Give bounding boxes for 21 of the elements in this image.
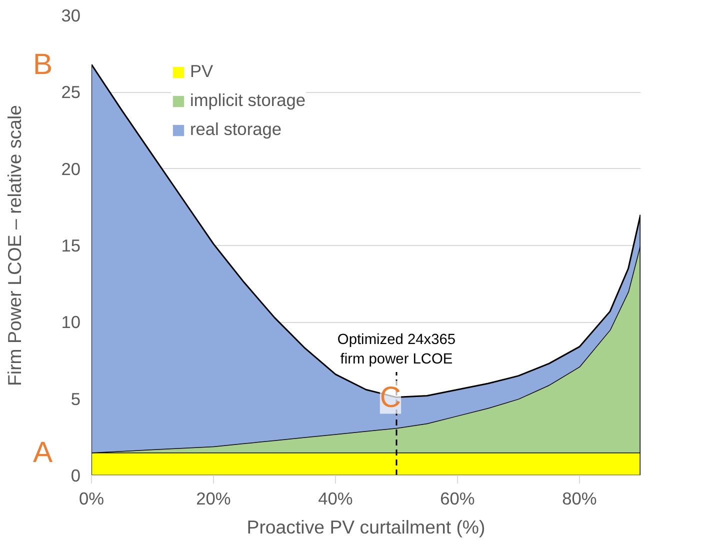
y-tick-label: 30 [61, 6, 81, 26]
legend-label: implicit storage [190, 90, 306, 111]
y-tick-label: 0 [70, 466, 81, 486]
text: B [32, 48, 52, 82]
ref-line-label: Optimized 24x365 firm power LCOE [337, 332, 456, 368]
text: A [32, 436, 53, 469]
x-tick-label: 60% [440, 488, 475, 508]
y-tick-label: 25 [61, 82, 81, 102]
y-tick-label: 10 [61, 312, 81, 332]
x-tick-label: 80% [562, 488, 597, 508]
annotation: C [380, 380, 402, 414]
y-tick-label: 20 [61, 158, 81, 179]
x-tick-label: 40% [318, 488, 353, 508]
y-axis-title: Firm Power LCOE – relative scale [4, 105, 25, 386]
legend-label: PV [190, 61, 214, 82]
y-tick-label: 5 [70, 388, 81, 409]
legend-label: real storage [190, 119, 282, 140]
x-tick-label: 20% [196, 488, 231, 508]
x-axis-title: Proactive PV curtailment (%) [246, 516, 486, 538]
x-tick-label: 0% [78, 488, 104, 508]
y-tick-label: 15 [61, 236, 81, 256]
